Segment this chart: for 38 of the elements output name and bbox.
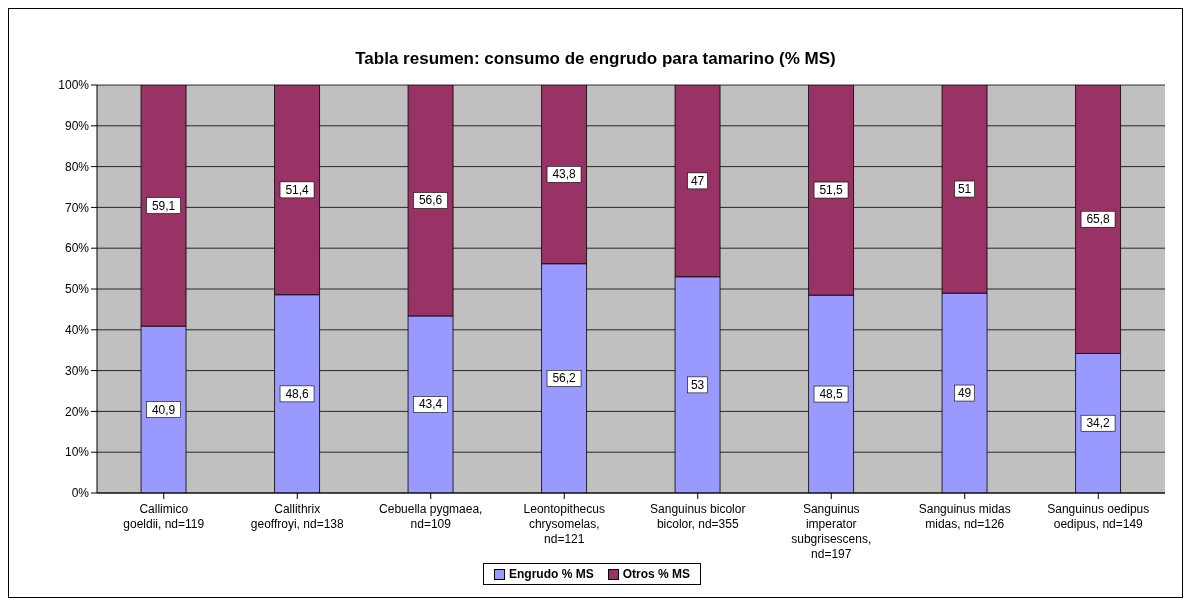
x-tick-label: Sanguinus imperator subgrisescens, nd=197 [791,502,872,561]
data-label: 34,2 [1086,416,1111,431]
y-tick-label: 10% [64,445,90,460]
y-tick-label: 90% [64,119,90,134]
y-tick-label: 60% [64,241,90,256]
y-tick-label: 50% [64,282,90,297]
data-label: 43,8 [552,167,577,182]
x-tick-label: Leontopithecus chrysomelas, nd=121 [523,502,605,546]
y-tick-label: 30% [64,363,90,378]
x-tick-label: Callithrix geoffroyi, nd=138 [250,502,344,531]
data-label: 59,1 [151,198,176,213]
data-label: 56,6 [418,193,443,208]
data-label: 65,8 [1086,212,1111,227]
x-tick-label: Cebuella pygmaea, nd=109 [379,502,483,531]
legend-label: Engrudo % MS [508,567,594,581]
y-tick-label: 70% [64,200,90,215]
data-label: 51,5 [819,183,844,198]
y-tick-label: 0% [71,486,90,501]
data-label: 48,5 [819,387,844,402]
y-tick-label: 40% [64,323,90,338]
x-tick-label: Callimico goeldii, nd=119 [123,502,205,531]
y-tick-label: 20% [64,404,90,419]
chart-title: Tabla resumen: consumo de engrudo para tamarino (% MS) [354,48,837,70]
legend-label: Otros % MS [621,567,690,581]
data-label: 40,9 [151,402,176,417]
data-label: 56,2 [552,371,577,386]
y-tick-label: 100% [58,78,90,93]
y-tick-label: 80% [64,159,90,174]
x-tick-label: Sanguinus bicolor bicolor, nd=355 [650,502,746,531]
data-label: 49 [957,386,972,401]
data-label: 48,6 [285,386,310,401]
x-tick-label: Sanguinus midas midas, nd=126 [918,502,1011,531]
data-label: 53 [690,377,705,392]
x-tick-label: Sanguinus oedipus oedipus, nd=149 [1047,502,1150,531]
data-label: 47 [690,173,705,188]
data-label: 51,4 [285,182,310,197]
data-label: 43,4 [418,397,443,412]
data-label: 51 [957,182,972,197]
